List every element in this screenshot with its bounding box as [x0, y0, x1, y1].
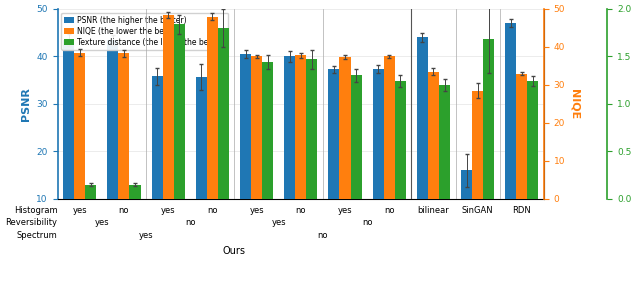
- Text: yes: yes: [161, 206, 175, 215]
- Bar: [85, 185, 96, 199]
- Text: no: no: [118, 206, 129, 215]
- Text: yes: yes: [249, 206, 264, 215]
- Text: no: no: [384, 206, 394, 215]
- Bar: [506, 23, 516, 247]
- Bar: [372, 69, 384, 247]
- Bar: [152, 76, 163, 247]
- Text: SinGAN: SinGAN: [462, 206, 493, 215]
- Y-axis label: NIQE: NIQE: [569, 89, 579, 119]
- Bar: [284, 56, 295, 247]
- Bar: [428, 72, 439, 199]
- Bar: [74, 53, 85, 199]
- Text: yes: yes: [139, 231, 154, 240]
- Bar: [461, 170, 472, 247]
- Text: no: no: [317, 231, 328, 240]
- Text: yes: yes: [338, 206, 353, 215]
- Bar: [384, 56, 395, 199]
- Bar: [339, 57, 351, 199]
- Bar: [472, 91, 483, 199]
- Bar: [328, 69, 339, 247]
- Bar: [483, 39, 494, 199]
- Bar: [173, 24, 185, 199]
- Bar: [163, 15, 173, 199]
- Bar: [307, 59, 317, 199]
- Bar: [262, 62, 273, 199]
- Bar: [108, 40, 118, 247]
- Legend: PSNR (the higher the better), NIQE (the lower the better), Texture distance (the: PSNR (the higher the better), NIQE (the …: [61, 13, 228, 50]
- Text: no: no: [296, 206, 306, 215]
- Bar: [516, 74, 527, 199]
- Bar: [395, 81, 406, 199]
- Bar: [63, 40, 74, 247]
- Bar: [218, 28, 229, 199]
- Bar: [240, 54, 251, 247]
- Bar: [129, 185, 141, 199]
- Bar: [251, 56, 262, 199]
- Text: Ours: Ours: [223, 246, 246, 256]
- Bar: [118, 53, 129, 199]
- Bar: [351, 75, 362, 199]
- Text: yes: yes: [271, 218, 286, 228]
- Text: no: no: [207, 206, 218, 215]
- Bar: [196, 77, 207, 247]
- Text: no: no: [362, 218, 372, 228]
- Bar: [439, 85, 450, 199]
- Y-axis label: PSNR: PSNR: [21, 87, 31, 121]
- Bar: [207, 17, 218, 199]
- Text: no: no: [185, 218, 195, 228]
- Y-axis label: Texture: Texture: [638, 80, 640, 127]
- Text: RDN: RDN: [513, 206, 531, 215]
- Text: yes: yes: [72, 206, 87, 215]
- Text: Reversibility: Reversibility: [6, 218, 58, 228]
- Bar: [417, 37, 428, 247]
- Text: bilinear: bilinear: [417, 206, 449, 215]
- Text: yes: yes: [95, 218, 109, 228]
- Bar: [295, 55, 307, 199]
- Text: Histogram: Histogram: [14, 206, 58, 215]
- Bar: [527, 81, 538, 199]
- Text: Spectrum: Spectrum: [17, 231, 58, 240]
